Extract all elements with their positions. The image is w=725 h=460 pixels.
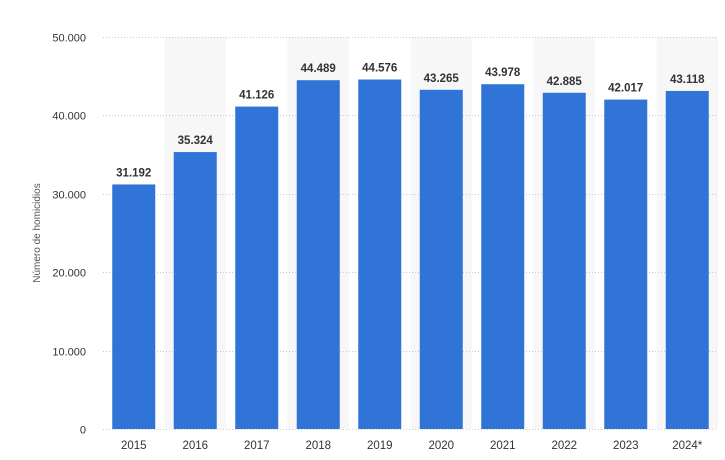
- x-axis-ticks: 2015 2016 2017 2018 2019 2020 2021 2022 2023 2024…: [121, 440, 703, 452]
- data-label: 41.126: [239, 90, 274, 102]
- x-tick-label: 2022: [551, 440, 577, 452]
- x-tick-label: 2023: [613, 440, 639, 452]
- data-label: 31.192: [116, 167, 151, 179]
- bar[interactable]: [542, 92, 586, 429]
- x-tick-label: 2016: [182, 440, 208, 452]
- data-labels: 31.192 35.324 41.126 44.489 44.576 43.265 43.9…: [116, 63, 705, 180]
- y-tick-label: 0: [80, 425, 86, 437]
- x-tick-label: 2017: [244, 440, 270, 452]
- data-label: 44.576: [362, 63, 397, 75]
- x-tick-label: 2020: [428, 440, 454, 452]
- y-axis-label: Número de homicidios: [32, 183, 43, 283]
- data-label: 43.118: [670, 74, 705, 86]
- bar[interactable]: [604, 99, 648, 429]
- bar[interactable]: [235, 106, 279, 430]
- y-tick-label: 30.000: [52, 190, 86, 202]
- data-label: 43.265: [424, 73, 460, 85]
- x-tick-label: 2015: [121, 440, 147, 452]
- x-tick-label: 2024*: [672, 440, 703, 452]
- data-label: 35.324: [178, 135, 214, 147]
- data-label: 44.489: [301, 63, 336, 75]
- bar[interactable]: [481, 84, 525, 430]
- x-tick-label: 2021: [490, 440, 516, 452]
- bars: [112, 79, 709, 430]
- data-label: 42.885: [547, 76, 583, 88]
- bar[interactable]: [419, 89, 463, 429]
- bar[interactable]: [296, 80, 340, 429]
- bar[interactable]: [665, 90, 709, 429]
- bar[interactable]: [358, 79, 402, 429]
- y-tick-label: 40.000: [52, 111, 86, 123]
- y-tick-label: 20.000: [52, 268, 86, 280]
- data-label: 43.978: [485, 67, 521, 79]
- y-tick-label: 10.000: [52, 347, 86, 359]
- bar[interactable]: [112, 184, 156, 429]
- y-axis-ticks: 0 10.000 20.000 30.000 40.000 50.000: [52, 33, 86, 437]
- y-tick-label: 50.000: [52, 33, 86, 45]
- x-tick-label: 2018: [305, 440, 331, 452]
- bar[interactable]: [173, 152, 217, 429]
- data-label: 42.017: [608, 83, 643, 95]
- x-tick-label: 2019: [367, 440, 393, 452]
